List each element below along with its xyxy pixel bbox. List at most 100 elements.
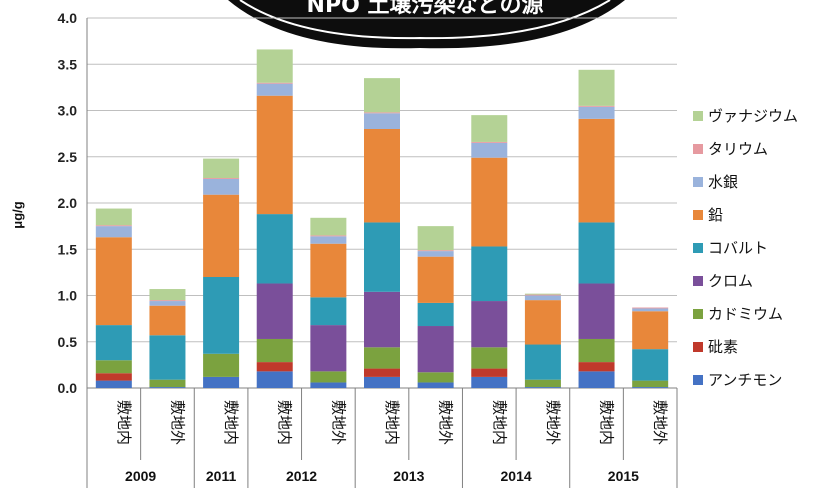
bar-segment — [524, 344, 561, 380]
bar-segment — [310, 235, 347, 237]
bar-segment — [95, 373, 132, 381]
bar-segment — [256, 82, 293, 84]
bar-segment — [471, 246, 508, 302]
bar-segment — [310, 243, 347, 298]
banner-text: NPO 土壌汚染などの源 — [307, 0, 544, 18]
x-category-label: 敷地内 — [276, 400, 294, 445]
bar-segment — [417, 302, 454, 327]
x-group-label: 2011 — [206, 468, 237, 484]
bar-segment — [310, 382, 347, 388]
bar-segment — [471, 142, 508, 158]
legend-label: クロム — [708, 272, 753, 290]
bar-segment — [578, 222, 615, 284]
y-tick-label: 2.0 — [58, 195, 78, 211]
bar-segment — [95, 380, 132, 388]
legend-swatch — [693, 375, 703, 385]
bar-segment — [203, 353, 240, 377]
bar-segment — [578, 371, 615, 388]
x-category-label: 敷地外 — [651, 400, 669, 445]
x-category-label: 敷地外 — [437, 400, 455, 445]
legend-label: アンチモン — [708, 371, 782, 389]
bar-segment — [203, 376, 240, 388]
x-category-label: 敷地内 — [222, 400, 240, 445]
bar-segment — [256, 83, 293, 96]
bar-segment — [149, 289, 186, 301]
bar-segment — [364, 129, 400, 223]
bar-segment — [524, 293, 561, 295]
bar-segment — [417, 251, 454, 257]
x-group-label: 2009 — [125, 468, 156, 484]
legend-label: カドミウム — [708, 305, 783, 323]
bar-segment — [471, 376, 508, 388]
bar-segment — [95, 325, 132, 361]
legend-swatch — [693, 309, 703, 319]
bar-segment — [524, 379, 561, 388]
bar-segment — [256, 338, 293, 363]
x-group-label: 2014 — [501, 468, 532, 484]
y-tick-label: 1.0 — [58, 288, 78, 304]
bar-segment — [364, 376, 400, 388]
bar-segment — [149, 335, 186, 380]
bar-segment — [256, 95, 293, 215]
bar-segment — [471, 368, 508, 377]
bar-segment — [632, 387, 669, 388]
bar-segment — [471, 141, 508, 143]
banner: NPO 土壌汚染などの源 — [228, 0, 625, 49]
legend-label: 砒素 — [708, 338, 738, 356]
bar-segment — [256, 49, 293, 83]
bar-segment — [632, 308, 669, 312]
bar-segment — [203, 158, 240, 179]
x-category-label: 敷地内 — [383, 400, 401, 445]
bar-segment — [632, 380, 669, 388]
bar-segment — [578, 118, 615, 223]
legend-swatch — [693, 243, 703, 253]
bar-segment — [524, 294, 561, 296]
x-category-label: 敷地外 — [544, 400, 562, 445]
legend-swatch — [693, 342, 703, 352]
axes: 0.0 0.5 1.0 1.5 2.0 2.5 3.0 3.5 4.0 — [58, 10, 677, 396]
bar-segment — [95, 226, 132, 238]
legend-swatch — [693, 276, 703, 286]
bar-segment — [149, 300, 186, 302]
bar-segment — [471, 347, 508, 369]
x-category-label: 敷地内 — [490, 400, 508, 445]
y-tick-label: 2.5 — [58, 149, 78, 165]
bar-segment — [417, 226, 454, 251]
legend-label: 鉛 — [708, 206, 723, 224]
bar-segment — [256, 362, 293, 372]
y-tick-label: 3.5 — [58, 56, 78, 72]
bar-segment — [524, 387, 561, 388]
legend-label: タリウム — [708, 140, 768, 158]
bar-segment — [256, 371, 293, 388]
bar-segment — [364, 368, 400, 377]
bar-segment — [149, 305, 186, 336]
y-tick-label: 3.0 — [58, 103, 78, 119]
x-group-label: 2013 — [393, 468, 424, 484]
legend-label: 水銀 — [708, 173, 738, 191]
legend-swatch — [693, 111, 703, 121]
x-group-label: 2012 — [286, 468, 317, 484]
bar-segment — [256, 283, 293, 339]
bar-segment — [578, 105, 615, 107]
bar-segment — [417, 382, 454, 388]
y-tick-label: 0.5 — [58, 334, 78, 350]
bar-segment — [364, 78, 400, 113]
legend-swatch — [693, 144, 703, 154]
bar-segment — [310, 297, 347, 326]
x-category-label: 敷地外 — [168, 400, 186, 445]
y-tick-label: 0.0 — [58, 380, 78, 396]
x-group-label: 2015 — [608, 468, 639, 484]
bar-segment — [364, 222, 400, 292]
bar-segment — [95, 237, 132, 326]
bar-segment — [364, 291, 400, 348]
bar-segment — [578, 69, 615, 106]
bar-segment — [95, 208, 132, 226]
bar-segment — [524, 295, 561, 301]
x-axis-labels: 敷地内 敷地外 敷地内 敷地内 敷地外 敷地内 敷地外 敷地内 敷地外 敷地内 敷地外 2009 201… — [86, 388, 678, 488]
banner-dark-lens — [228, 0, 625, 49]
bar-segment — [364, 113, 400, 129]
bar-segment — [364, 112, 400, 114]
bar-segment — [578, 283, 615, 339]
bar-segment — [578, 362, 615, 372]
